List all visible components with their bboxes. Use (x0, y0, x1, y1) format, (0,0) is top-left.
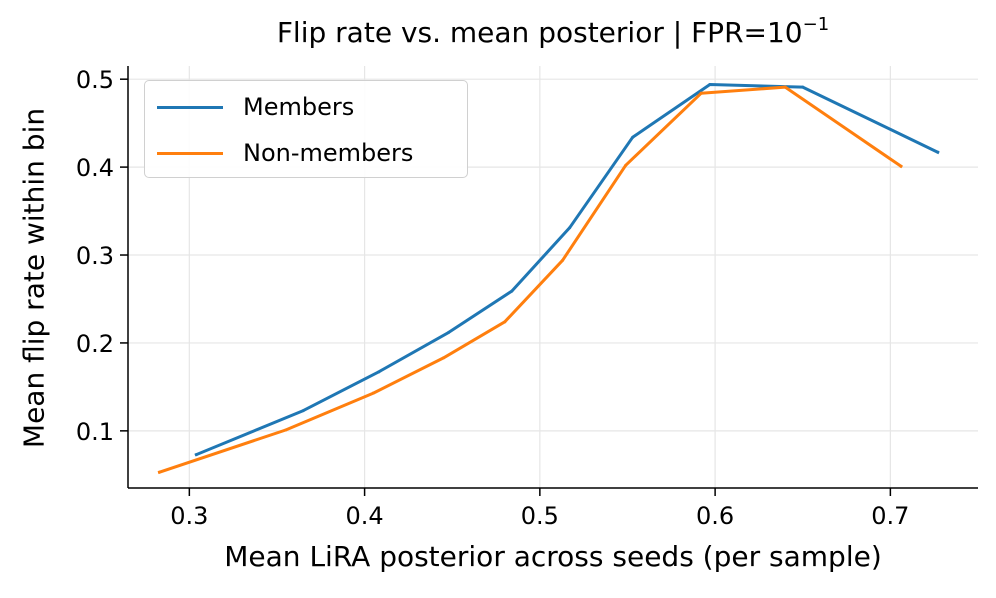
data-point (936, 150, 940, 154)
data-point (624, 163, 628, 167)
chart-title: Flip rate vs. mean posterior | FPR=10−1 (128, 14, 978, 49)
legend-item-non-members: Non-members (157, 135, 413, 171)
data-point (708, 82, 712, 86)
y-axis-ticks: 0.1 0.2 0.3 0.4 0.5 (76, 66, 128, 446)
data-point (194, 453, 198, 457)
y-tick-label: 0.5 (76, 66, 114, 94)
x-axis-ticks: 0.3 0.4 0.5 0.6 0.7 (170, 488, 909, 530)
legend-swatch-members (157, 105, 223, 109)
legend-item-members: Members (157, 89, 354, 125)
data-point (377, 370, 381, 374)
series-line-members (194, 83, 940, 457)
data-point (510, 289, 514, 293)
data-point (284, 428, 288, 432)
legend-label-non-members: Non-members (243, 139, 414, 167)
data-point (371, 391, 375, 395)
legend: Members Non-members (144, 80, 468, 178)
data-point (158, 470, 162, 474)
data-point (447, 330, 451, 334)
series-line-non-members (157, 85, 903, 475)
chart-title-text: Flip rate vs. mean posterior | FPR=10 (276, 16, 803, 49)
data-point (561, 258, 565, 262)
y-axis-label: Mean flip rate within bin (17, 107, 51, 449)
y-tick-label: 0.3 (76, 242, 114, 270)
y-tick-label: 0.1 (76, 418, 114, 446)
x-tick-label: 0.5 (521, 502, 559, 530)
series-lines (157, 82, 940, 475)
chart-title-exponent: −1 (802, 14, 830, 35)
x-tick-label: 0.3 (170, 502, 208, 530)
y-tick-label: 0.4 (76, 154, 114, 182)
data-point (441, 356, 445, 360)
data-point (699, 91, 703, 95)
data-point (631, 135, 635, 139)
legend-swatch-non-members (157, 151, 223, 155)
y-tick-label: 0.2 (76, 330, 114, 358)
legend-label-members: Members (243, 93, 355, 121)
data-point (899, 164, 903, 168)
x-tick-label: 0.6 (696, 502, 734, 530)
data-point (568, 226, 572, 230)
grid-lines (128, 66, 978, 488)
data-point (783, 85, 787, 89)
data-point (503, 320, 507, 324)
x-tick-label: 0.7 (871, 502, 909, 530)
data-point (801, 85, 805, 89)
x-tick-label: 0.4 (346, 502, 384, 530)
x-axis-label: Mean LiRA posterior across seeds (per sa… (224, 540, 882, 573)
data-point (301, 409, 305, 413)
axes (127, 66, 978, 489)
